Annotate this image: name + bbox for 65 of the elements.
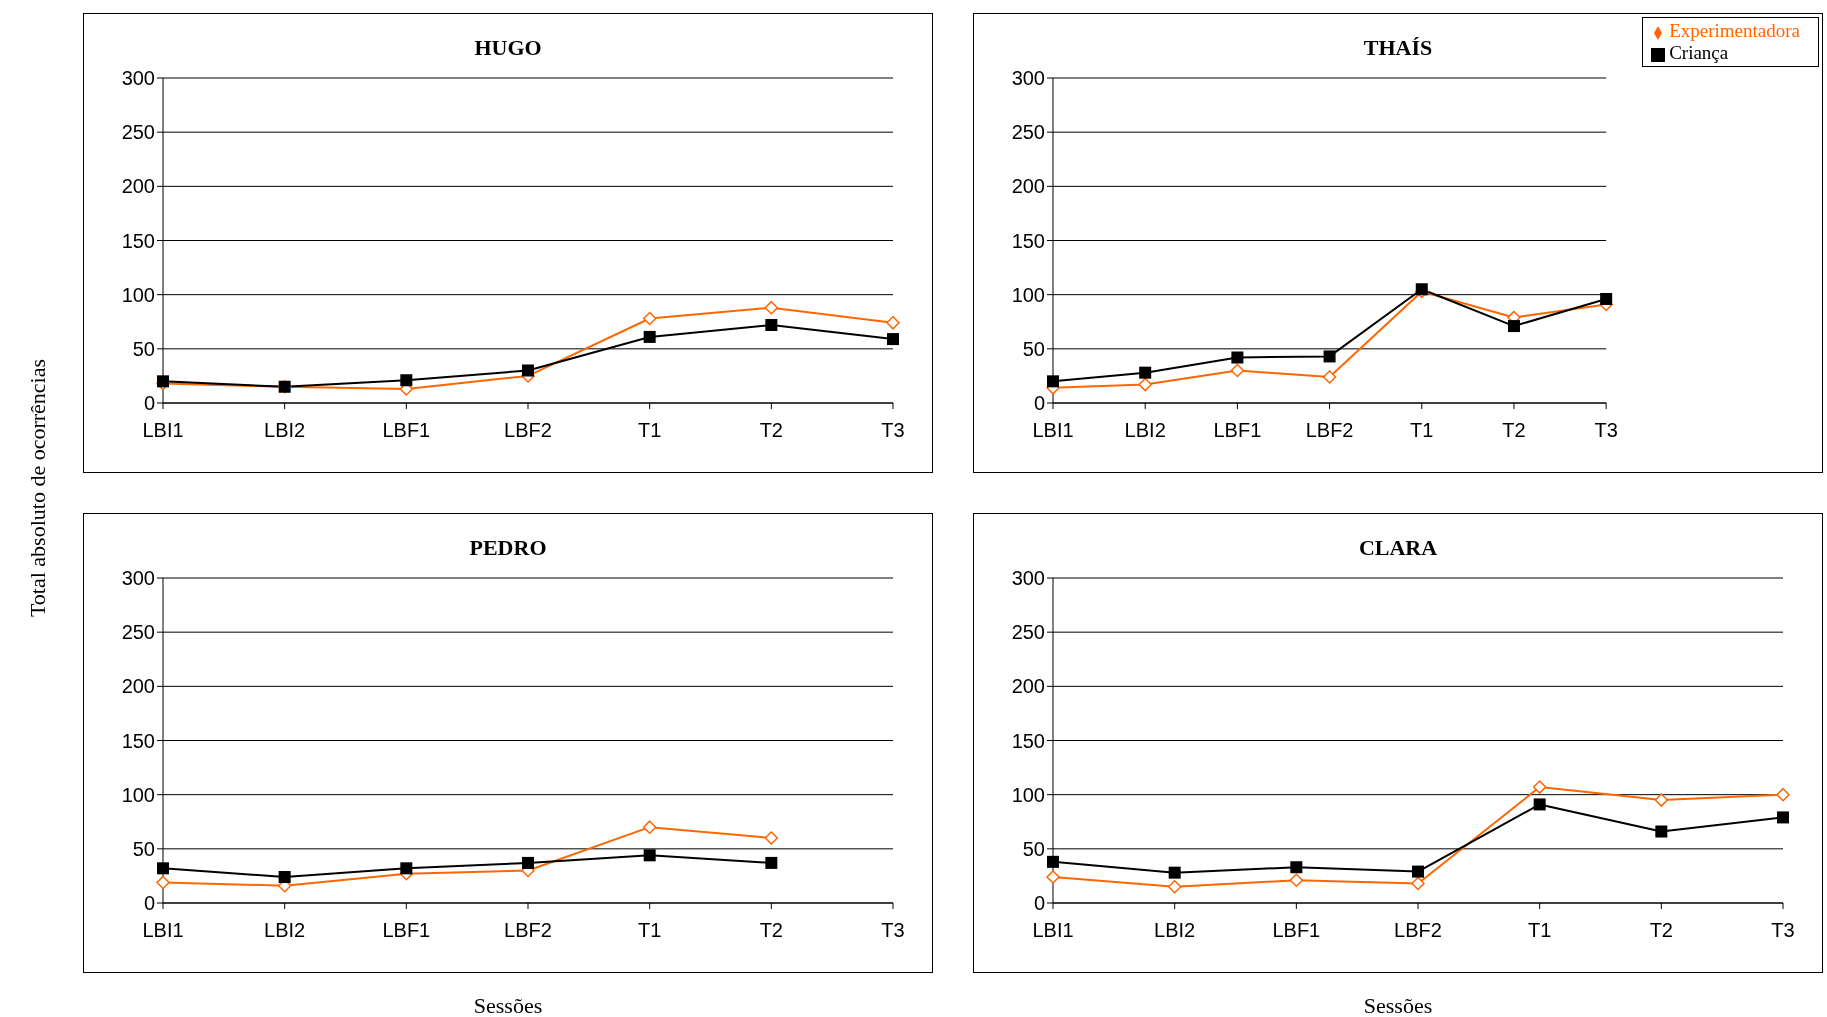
y-tick-label: 200 (121, 175, 155, 198)
x-tick-label: LBI2 (264, 419, 306, 442)
x-tick-label: T3 (1771, 919, 1795, 942)
x-tick-label: T2 (759, 919, 784, 942)
y-tick-label: 100 (1011, 283, 1045, 306)
legend-label: Criança (1669, 42, 1729, 63)
y-tick-label: 0 (1033, 392, 1045, 415)
x-tick-label: T2 (1502, 419, 1526, 442)
chart-title: THAÍS (1363, 35, 1433, 60)
y-tick-label: 250 (121, 121, 155, 144)
x-tick-label: LBI2 (1154, 919, 1196, 942)
x-tick-label: T2 (1649, 919, 1674, 942)
x-tick-label: LBF1 (382, 919, 431, 942)
y-tick-label: 200 (1011, 675, 1045, 698)
chart-title: HUGO (473, 35, 543, 61)
x-axis-title: Sessões (472, 993, 544, 1017)
y-tick-label: 250 (1011, 621, 1045, 644)
chart-title: CLARA (1357, 535, 1439, 561)
x-tick-label: LBF1 (382, 419, 431, 442)
y-tick-label: 100 (121, 783, 155, 806)
x-tick-label: LBF1 (1272, 919, 1321, 942)
x-tick-label: LBI2 (1124, 419, 1166, 442)
x-axis-title: Sessões (1362, 993, 1434, 1017)
y-tick-label: 50 (1022, 337, 1045, 360)
y-tick-label: 100 (121, 283, 155, 306)
y-tick-label: 300 (1011, 567, 1045, 590)
y-tick-label: 0 (143, 892, 155, 915)
x-tick-label: LBI1 (142, 919, 184, 942)
y-tick-label: 50 (132, 837, 155, 860)
y-axis-title: Total absoluto de ocorrências (25, 358, 51, 618)
chart-title: PEDRO (468, 535, 548, 561)
y-tick-label: 300 (121, 567, 155, 590)
y-tick-label: 250 (121, 621, 155, 644)
y-tick-label: 200 (121, 675, 155, 698)
y-tick-label: 50 (132, 337, 155, 360)
y-tick-label: 150 (121, 229, 155, 252)
x-tick-label: LBI1 (142, 419, 184, 442)
y-tick-label: 0 (143, 392, 155, 415)
x-tick-label: T3 (881, 919, 905, 942)
y-tick-label: 300 (121, 67, 155, 90)
y-tick-label: 50 (1022, 837, 1045, 860)
x-tick-label: T2 (759, 419, 784, 442)
x-tick-label: LBF2 (504, 919, 552, 942)
x-tick-label: T1 (637, 419, 662, 442)
y-tick-label: 300 (1011, 67, 1045, 90)
x-tick-label: T1 (637, 919, 662, 942)
y-tick-label: 250 (1011, 121, 1045, 144)
y-tick-label: 100 (1011, 783, 1045, 806)
y-tick-label: 0 (1033, 892, 1045, 915)
x-tick-label: T3 (881, 419, 905, 442)
y-tick-label: 150 (1011, 729, 1045, 752)
x-tick-label: LBF2 (1305, 419, 1354, 442)
x-tick-label: LBF2 (504, 419, 552, 442)
x-tick-label: LBI1 (1032, 419, 1074, 442)
y-tick-label: 150 (121, 729, 155, 752)
y-tick-label: 200 (1011, 175, 1045, 198)
x-tick-label: LBF2 (1394, 919, 1442, 942)
x-tick-label: LBI2 (264, 919, 306, 942)
x-tick-label: LBF1 (1213, 419, 1262, 442)
x-tick-label: LBI1 (1032, 919, 1074, 942)
x-tick-label: T1 (1410, 419, 1434, 442)
x-tick-label: T3 (1594, 419, 1618, 442)
legend-label: Experimentadora (1669, 20, 1800, 41)
y-tick-label: 150 (1011, 229, 1045, 252)
x-tick-label: T1 (1527, 919, 1552, 942)
